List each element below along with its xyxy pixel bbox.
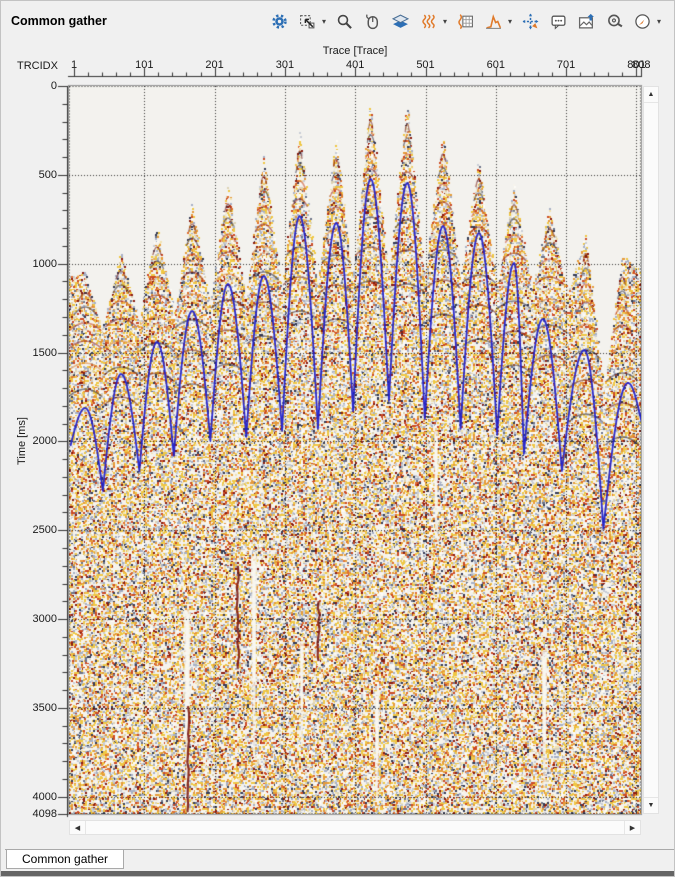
- window-bottom-edge: [1, 871, 674, 876]
- tabbar-divider: [5, 849, 674, 850]
- scroll-left-icon[interactable]: ◀: [70, 821, 86, 834]
- horizontal-scrollbar[interactable]: ◀ ▶: [69, 820, 641, 835]
- scroll-right-icon[interactable]: ▶: [624, 821, 640, 834]
- seismic-plot-canvas[interactable]: [69, 86, 641, 814]
- scroll-down-icon[interactable]: ▼: [644, 797, 658, 813]
- vertical-scrollbar[interactable]: ▲ ▼: [643, 86, 659, 814]
- tab-label: Common gather: [22, 852, 109, 866]
- scroll-up-icon[interactable]: ▲: [644, 87, 658, 103]
- tab-common-gather[interactable]: Common gather: [6, 850, 125, 869]
